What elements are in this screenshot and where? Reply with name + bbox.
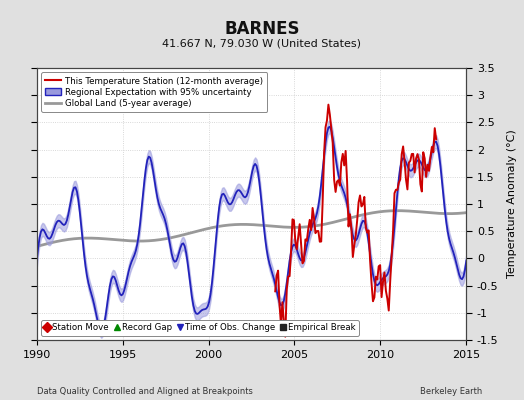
Y-axis label: Temperature Anomaly (°C): Temperature Anomaly (°C) (507, 130, 517, 278)
Text: Data Quality Controlled and Aligned at Breakpoints: Data Quality Controlled and Aligned at B… (37, 387, 253, 396)
Text: 41.667 N, 79.030 W (United States): 41.667 N, 79.030 W (United States) (162, 38, 362, 48)
Text: Berkeley Earth: Berkeley Earth (420, 387, 482, 396)
Legend: Station Move, Record Gap, Time of Obs. Change, Empirical Break: Station Move, Record Gap, Time of Obs. C… (41, 320, 359, 336)
Text: BARNES: BARNES (224, 20, 300, 38)
